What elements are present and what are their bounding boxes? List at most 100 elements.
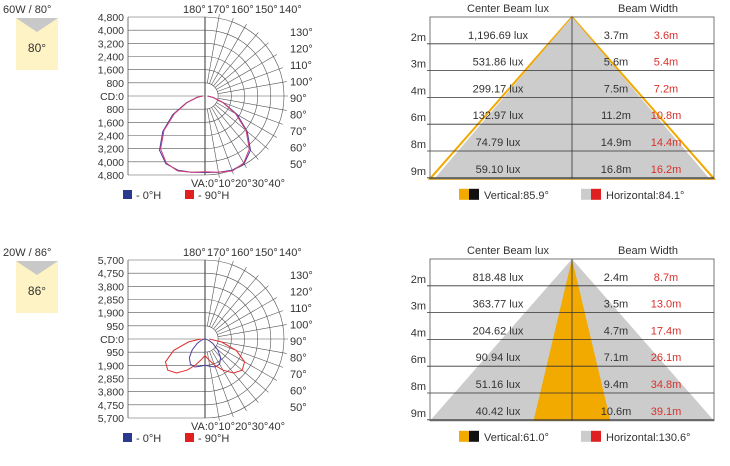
legend-horizontal: Horizontal:130.6° [606,432,691,444]
vertical-width: 16.8m [601,164,632,176]
polar-spoke [206,108,220,178]
polar-spoke [211,107,247,168]
polar-spoke [206,257,220,327]
lamp-title: 20W / 86° [3,247,51,259]
vertical-width: 5.6m [604,57,628,69]
curve-0h [188,338,222,368]
right-angle-label: 90° [290,336,307,348]
curve-90h [164,338,246,374]
badge-angle: 80° [28,41,46,55]
distance-label: 4m [411,327,426,339]
lux-value: 363.77 lux [473,299,524,311]
header-beam-width: Beam Width [618,245,678,257]
legend-swatch [185,433,194,442]
top-angle-label: 180° [183,247,206,259]
right-angle-label: 130° [290,270,313,282]
lux-value: 531.86 lux [473,57,524,69]
r-tick-label: 2,850 [98,295,124,307]
top-angle-label: 140° [279,247,302,259]
r-tick-label: 2,850 [98,374,124,386]
polar-spoke [211,350,247,411]
legend-swatch [123,190,132,199]
vertical-width: 2.4m [604,272,628,284]
top-angle-label: 170° [207,4,230,16]
beam-frame [429,16,715,180]
top-angle-label: 180° [183,4,206,16]
horizontal-width: 7.2m [654,83,678,95]
right-angle-label: 60° [290,143,307,155]
vertical-width: 7.1m [604,352,628,364]
right-angle-label: 110° [290,60,312,72]
polar-spoke [214,42,269,88]
horizontal-width: 16.2m [651,164,682,176]
distance-label: 2m [411,274,426,286]
va-label: VA:0°10°20°30°40° [191,178,285,190]
legend-vertical: Vertical:85.9° [484,190,549,202]
horizontal-width: 10.8m [651,110,682,122]
top-angle-label: 150° [255,247,278,259]
distance-label: 9m [411,408,426,420]
polar-spoke [209,260,234,327]
polar-spoke [211,267,247,328]
polar-spoke [206,14,220,84]
polar-spoke [217,343,284,368]
right-angle-label: 130° [290,27,313,39]
right-angle-label: 120° [290,44,313,56]
r-tick-label: 3,800 [98,387,124,399]
legend-label: - 90°H [198,190,229,202]
polar-spoke [216,297,277,333]
polar-spoke [209,17,234,84]
polar-spoke [217,81,287,95]
r-tick-label: 4,000 [98,25,124,37]
lux-value: 59.10 lux [476,164,521,176]
distance-label: 9m [411,166,426,178]
r-tick-label: 3,200 [98,38,124,50]
beam-panel: 2m 1,196.69 lux 3.7m 3.6m 3m 531.86 lux 5.6m 5.… [411,3,717,202]
horizontal-width: 13.0m [651,299,682,311]
vertical-width: 14.9m [601,137,632,149]
top-angle-label: 160° [231,4,254,16]
r-tick-label: 2,400 [98,131,124,143]
beam-frame [429,258,715,422]
polar-spoke [206,351,220,421]
polar-spoke [217,310,284,335]
legend-label: - 0°H [136,433,161,445]
legend-horizontal: Horizontal:84.1° [606,190,684,202]
right-angle-label: 70° [290,126,307,138]
header-beam-width: Beam Width [618,3,678,15]
lux-value: 299.17 lux [473,83,524,95]
polar-spoke [213,32,259,87]
polar-panel: 60W / 80°80°4,8004,0003,2002,4001,600800… [3,4,313,202]
right-angle-label: 110° [290,303,312,315]
horizontal-width: 3.6m [654,30,678,42]
r-tick-label: 800 [106,104,124,116]
legend-vertical: Vertical:61.0° [484,432,549,444]
vertical-width: 4.7m [604,325,628,337]
right-angle-label: 50° [290,402,307,414]
top-angle-label: 170° [207,247,230,259]
right-angle-label: 50° [290,159,307,171]
legend-vertical-swatch-dark [469,188,479,200]
polar-spoke [217,324,287,338]
polar-spoke [216,102,277,138]
r-tick-label: 1,600 [98,65,124,77]
polar-spoke [209,108,234,175]
distance-label: 2m [411,32,426,44]
legend-horizontal-swatch-red [591,188,601,200]
distance-label: 6m [411,354,426,366]
curve-90h [160,95,250,173]
horizontal-width: 34.8m [651,379,682,391]
r-tick-label: 950 [106,347,124,359]
legend-swatch [185,190,194,199]
horizontal-width: 26.1m [651,352,682,364]
distance-label: 3m [411,301,426,313]
lux-value: 51.16 lux [476,379,521,391]
polar-spoke [217,67,284,92]
horizontal-width: 14.4m [651,137,682,149]
vertical-width: 3.7m [604,30,628,42]
vertical-width: 7.5m [604,83,628,95]
lux-value: 132.97 lux [473,110,524,122]
right-angle-label: 80° [290,353,307,365]
beam-panel: 2m 818.48 lux 2.4m 8.7m 3m 363.77 lux 3.5m 13.0… [411,245,715,444]
right-angle-label: 90° [290,93,307,105]
